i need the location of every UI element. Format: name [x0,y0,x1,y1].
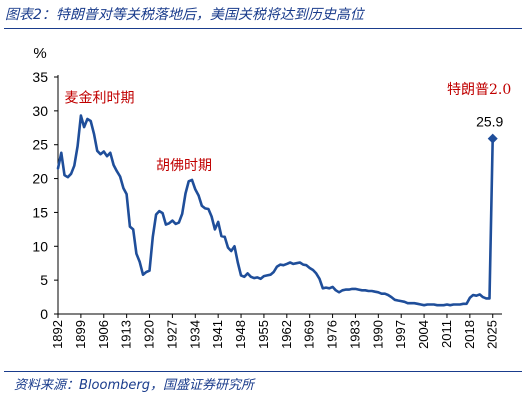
x-tick-label: 1906 [96,320,111,349]
x-tick-label: 1920 [142,320,157,349]
y-tick-label: 20 [32,171,48,187]
period-annotation: 胡佛时期 [156,158,212,174]
x-tick-label: 1927 [164,320,179,349]
x-tick-label: 1934 [187,320,202,349]
y-axis-unit: % [33,45,46,62]
end-point-label: 25.9 [476,114,503,130]
period-annotation: 特朗普2.0 [447,82,511,98]
source-divider [4,371,522,372]
x-tick-label: 1941 [210,320,225,349]
x-tick-label: 1976 [325,320,340,349]
x-tick-label: 1892 [50,320,65,349]
x-tick-label: 2025 [485,320,500,349]
x-tick-label: 1990 [370,320,385,349]
x-tick-label: 1913 [119,320,134,349]
y-tick-label: 35 [32,69,48,85]
y-tick-label: 15 [32,204,48,220]
period-annotation: 麦金利时期 [65,91,135,107]
y-tick-label: 10 [32,238,48,254]
x-tick-label: 1962 [279,320,294,349]
x-tick-label: 1983 [347,320,362,349]
end-point-marker [487,133,498,144]
source-note: 资料来源：Bloomberg，国盛证券研究所 [14,378,254,393]
x-tick-label: 1955 [256,320,271,349]
y-tick-label: 5 [40,272,48,288]
x-tick-label: 1948 [233,320,248,349]
x-tick-label: 2004 [416,320,431,349]
x-tick-label: 2011 [439,320,454,348]
y-tick-label: 0 [40,306,48,322]
y-tick-label: 30 [32,103,48,119]
x-tick-label: 1969 [302,320,317,349]
title-divider [4,28,522,29]
tariff-rate-line [56,114,494,307]
y-tick-label: 25 [32,137,48,153]
x-tick-label: 1997 [393,320,408,349]
x-tick-label: 1899 [73,320,88,349]
figure-title: 图表2：特朗普对等关税落地后，美国关税将达到历史高位 [5,7,364,23]
x-tick-label: 2018 [462,320,477,349]
